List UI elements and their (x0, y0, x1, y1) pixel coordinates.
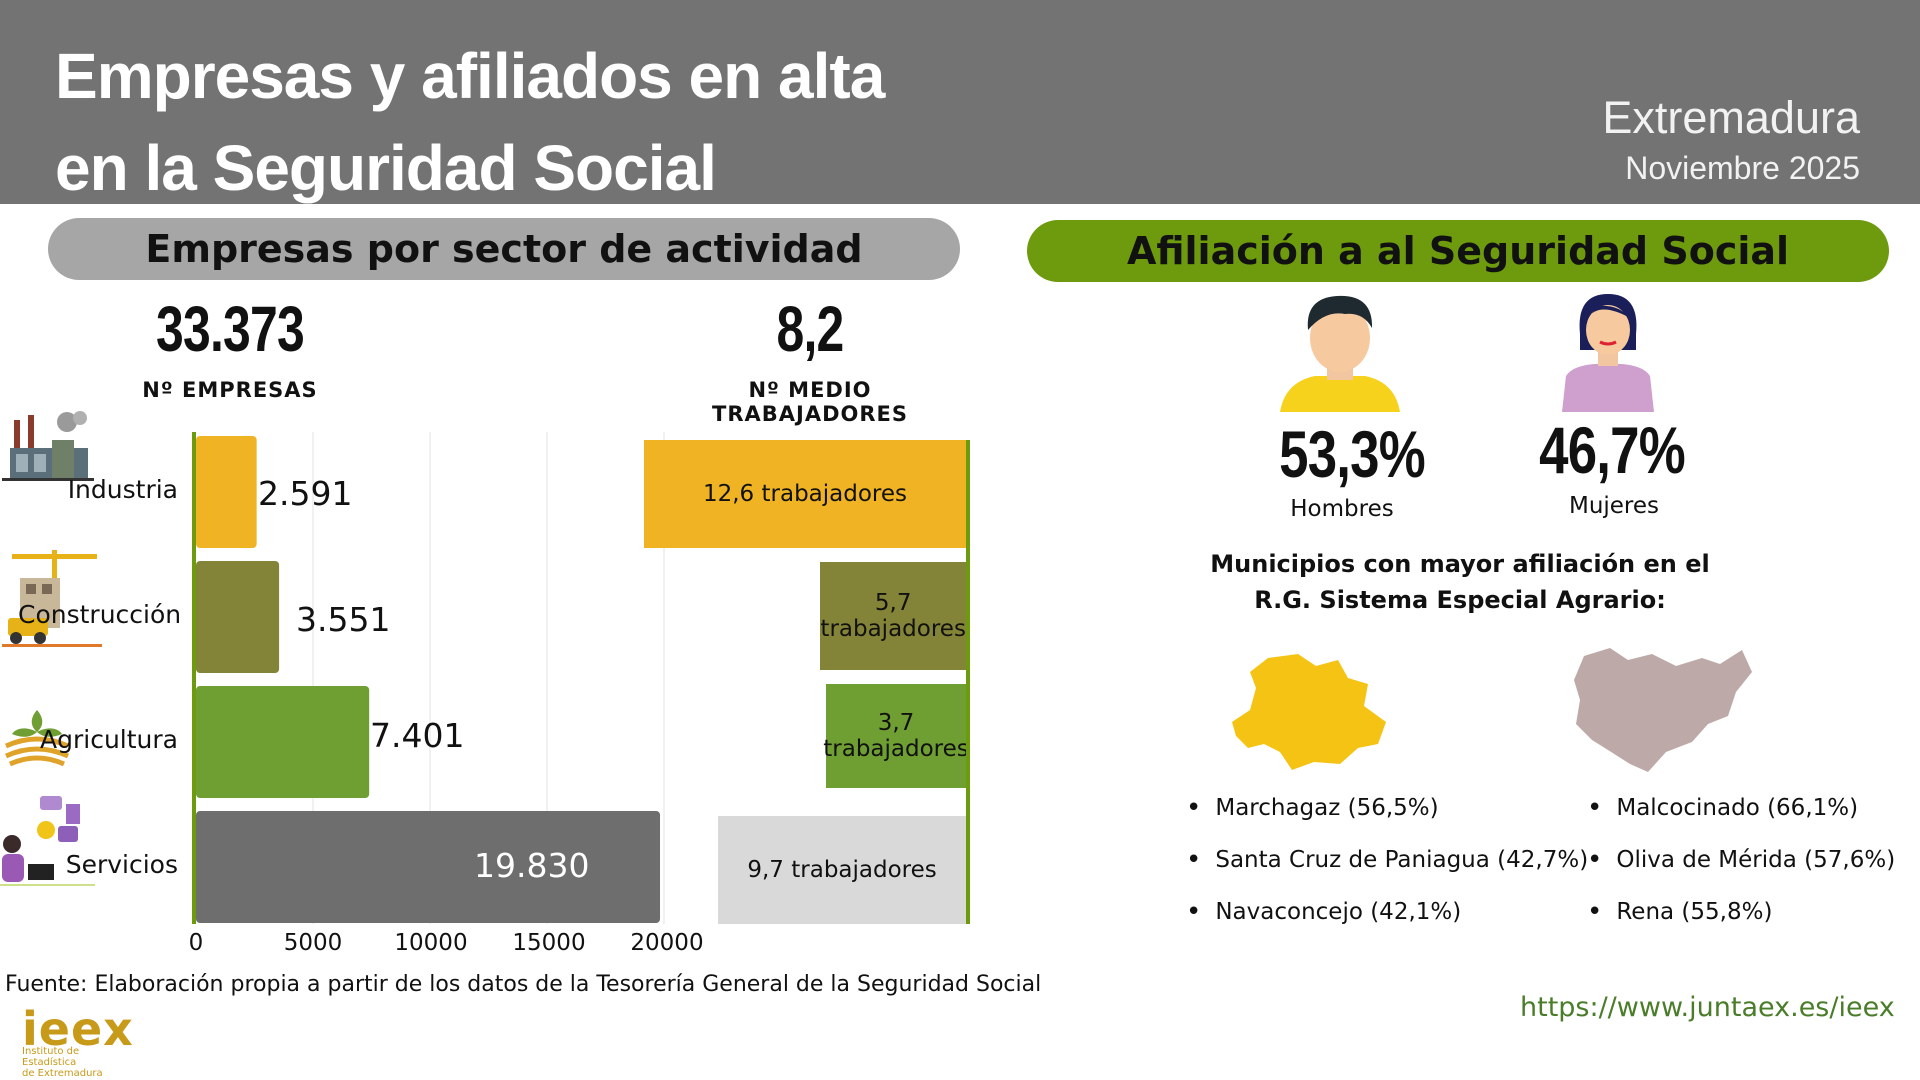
region-label: Extremadura (1602, 92, 1860, 143)
avg-label-construccion: 5,7 trabajadores (820, 590, 966, 642)
bar-servicios (196, 811, 661, 923)
avg-bar-construccion: 5,7 trabajadores (820, 562, 966, 670)
women-label: Mujeres (1568, 493, 1660, 519)
logo-subtitle-line-1: Instituto de Estadística (22, 1046, 80, 1068)
list-item: Marchagaz (56,5%) (1186, 782, 1588, 834)
list-item: Santa Cruz de Paniagua (42,7%) (1186, 834, 1588, 886)
agriculture-icon (4, 710, 70, 767)
logo-subtitle-line-2: de Extremadura (22, 1068, 103, 1079)
title-line-2: en la Seguridad Social (55, 132, 717, 204)
services-icon (0, 796, 95, 886)
list-item: Oliva de Mérida (57,6%) (1587, 834, 1895, 886)
source-note: Fuente: Elaboración propia a partir de l… (5, 972, 1042, 997)
header-banner (0, 0, 1920, 204)
men-percentage: 53,3% (1279, 417, 1426, 491)
date-label: Noviembre 2025 (1625, 150, 1860, 186)
list-item: Navaconcejo (42,1%) (1186, 886, 1588, 938)
municipalities-title: Municipios con mayor afiliación en el R.… (1160, 546, 1760, 618)
bar-construcción (196, 561, 280, 673)
avg-bar-servicios: 9,7 trabajadores (718, 816, 966, 924)
caceres-municipalities-list: Marchagaz (56,5%) Santa Cruz de Paniagua… (1186, 782, 1588, 938)
value-label-servicios: 19.830 (474, 846, 590, 885)
value-label-industria: 2.591 (258, 474, 353, 513)
avg-label-agricultura: 3,7 trabajadores (823, 710, 969, 762)
avg-label-servicios: 9,7 trabajadores (747, 857, 937, 883)
construction-icon (2, 550, 102, 647)
x-tick-0: 0 (188, 930, 204, 956)
value-label-agricultura: 7.401 (370, 716, 465, 755)
men-label: Hombres (1290, 496, 1394, 522)
category-label-construccion: Construcción (18, 600, 182, 629)
x-tick-5000: 5000 (283, 930, 343, 956)
list-item: Malcocinado (66,1%) (1587, 782, 1895, 834)
avg-bar-agricultura: 3,7 trabajadores (823, 684, 969, 788)
bar-industria (196, 436, 257, 548)
total-companies-value: 33.373 (155, 293, 305, 365)
x-tick-10000: 10000 (394, 930, 468, 956)
factory-icon (2, 411, 94, 481)
category-label-servicios: Servicios (65, 850, 178, 879)
avg-label-industria: 12,6 trabajadores (702, 481, 908, 507)
list-item: Rena (55,8%) (1587, 886, 1895, 938)
companies-bar-chart (192, 432, 665, 924)
category-label-agricultura: Agricultura (40, 725, 178, 754)
badajoz-municipalities-list: Malcocinado (66,1%) Oliva de Mérida (57,… (1587, 782, 1895, 938)
avg-bar-industria: 12,6 trabajadores (644, 440, 966, 548)
man-icon (1280, 295, 1400, 412)
affiliation-section-title: Afiliación a al Seguridad Social (1027, 220, 1889, 282)
page-title: Empresas y afiliados en alta en la Segur… (55, 30, 885, 214)
ieex-logo: ieex (22, 1002, 134, 1056)
municipalities-title-line-2: R.G. Sistema Especial Agrario: (1254, 586, 1666, 614)
avg-workers-value: 8,2 (776, 293, 844, 365)
total-companies-label: Nº EMPRESAS (142, 378, 318, 402)
website-link[interactable]: https://www.juntaex.es/ieex (1520, 992, 1895, 1023)
women-percentage: 46,7% (1539, 413, 1686, 487)
municipalities-title-line-1: Municipios con mayor afiliación en el (1210, 550, 1710, 578)
avg-workers-label: Nº MEDIO TRABAJADORES (712, 378, 908, 426)
category-label-industria: Industria (67, 475, 178, 504)
caceres-map-icon (1232, 654, 1386, 770)
badajoz-map-icon (1574, 648, 1752, 772)
companies-section-title: Empresas por sector de actividad (48, 218, 960, 280)
bar-agricultura (196, 686, 370, 798)
chart-bars (196, 436, 661, 923)
ieex-logo-subtitle: Instituto de Estadística de Extremadura (22, 1046, 132, 1079)
x-tick-20000: 20000 (630, 930, 704, 956)
avg-workers-chart: 12,6 trabajadores 5,7 trabajadores 3,7 t… (630, 440, 970, 924)
x-tick-15000: 15000 (512, 930, 586, 956)
avg-axis-line (966, 440, 970, 924)
woman-icon (1562, 294, 1654, 412)
title-line-1: Empresas y afiliados en alta (55, 40, 885, 112)
value-label-construccion: 3.551 (296, 600, 391, 639)
